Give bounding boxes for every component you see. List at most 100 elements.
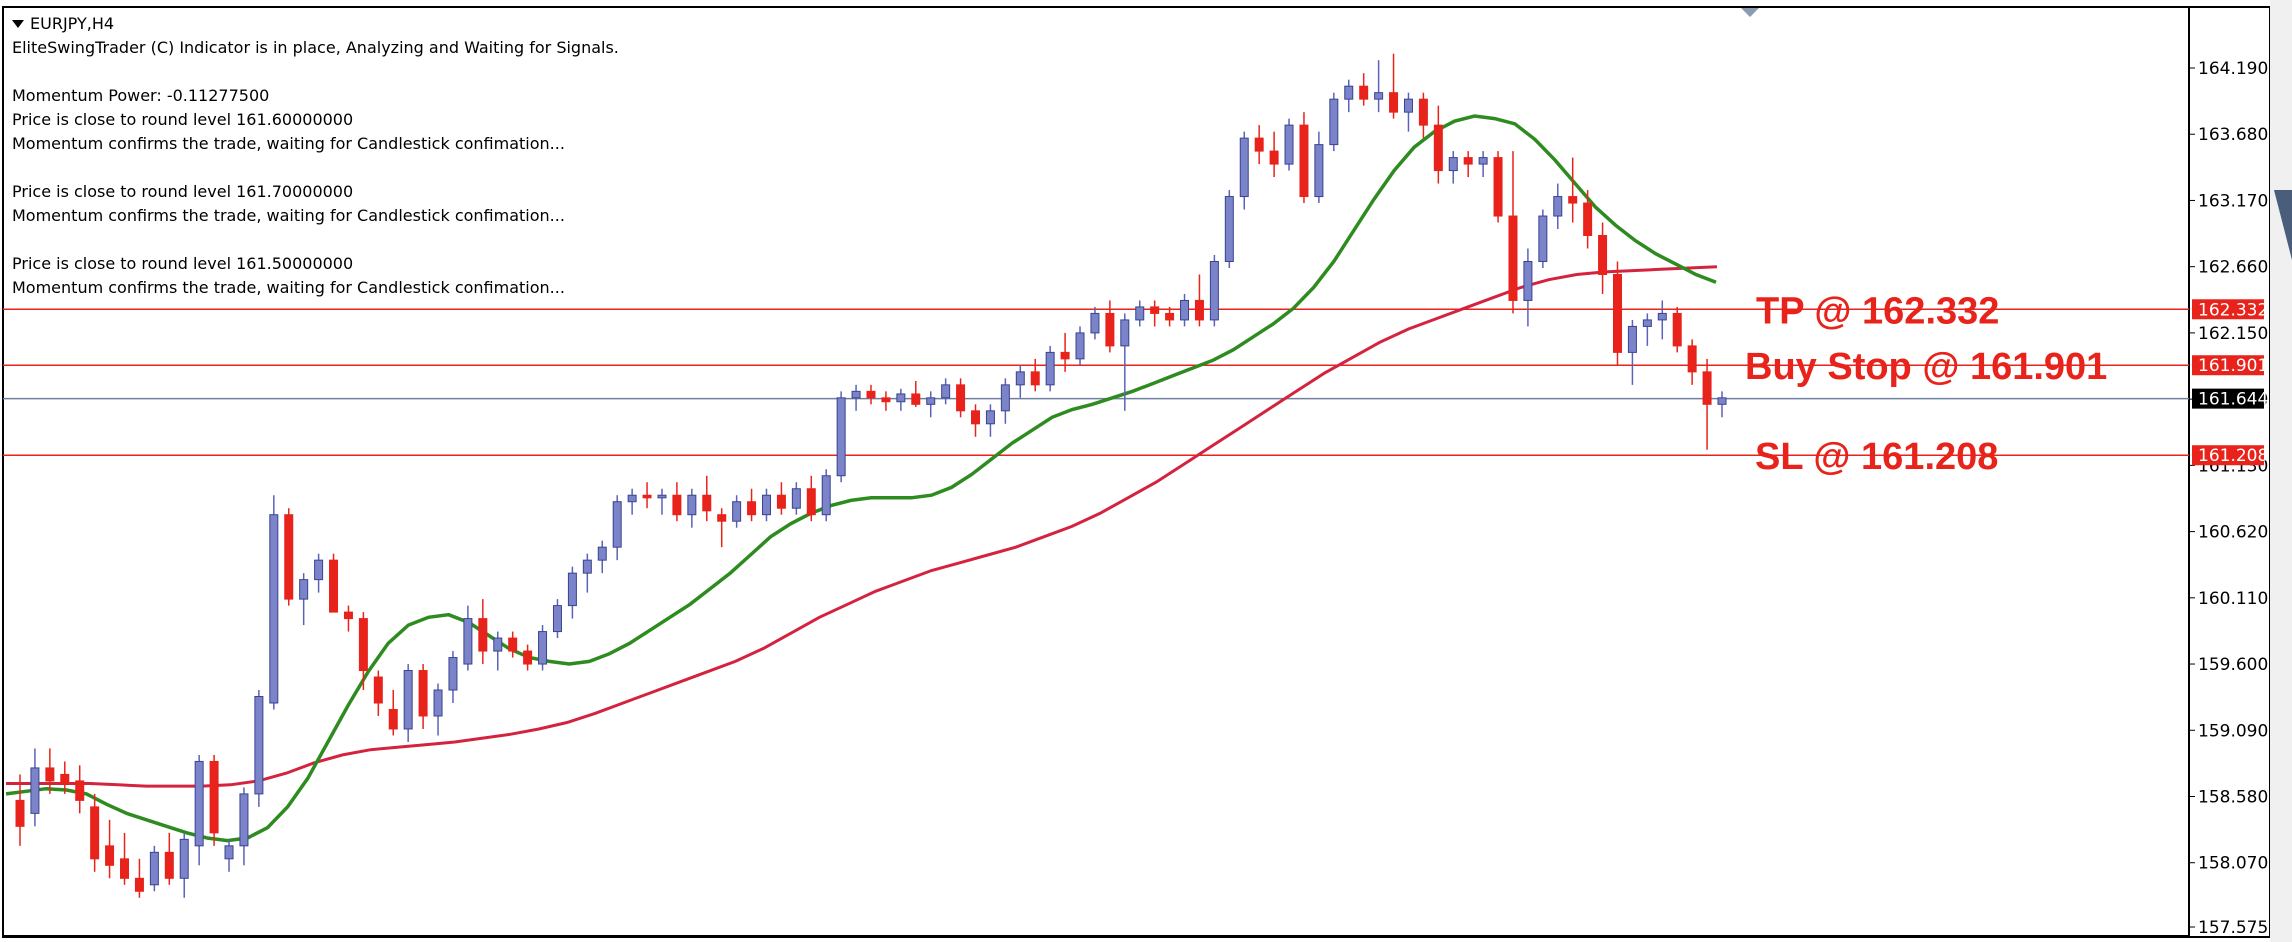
sl-price-tag-label: 161.208 bbox=[2198, 446, 2268, 466]
price-tick-label: 157.575 bbox=[2198, 918, 2268, 938]
price-tick-label: 160.620 bbox=[2198, 523, 2268, 543]
bull-candle bbox=[941, 384, 951, 399]
bull-candle bbox=[1015, 371, 1025, 386]
bull-candle bbox=[627, 494, 637, 503]
bear-candle bbox=[1583, 202, 1593, 237]
bull-candle bbox=[314, 559, 324, 581]
price-tick-label: 162.660 bbox=[2198, 258, 2268, 278]
bull-candle bbox=[1284, 124, 1294, 165]
bear-candle bbox=[209, 760, 219, 834]
bear-candle bbox=[508, 637, 518, 652]
momentum-confirm-text: Momentum confirms the trade, waiting for… bbox=[12, 278, 565, 297]
bull-candle bbox=[1642, 319, 1652, 327]
bear-candle bbox=[1269, 150, 1279, 165]
bull-candle bbox=[538, 631, 548, 665]
bull-candle bbox=[239, 793, 249, 847]
bear-candle bbox=[702, 494, 712, 512]
tp-annotation: TP @ 162.332 bbox=[1756, 290, 1999, 332]
bear-candle bbox=[1687, 345, 1697, 373]
bear-candle bbox=[1418, 98, 1428, 126]
sl-annotation: SL @ 161.208 bbox=[1755, 436, 1998, 478]
indicator-status-text: EliteSwingTrader (C) Indicator is in pla… bbox=[12, 38, 619, 57]
bear-candle bbox=[1493, 157, 1503, 217]
bull-candle bbox=[791, 488, 801, 509]
bull-candle bbox=[657, 494, 667, 499]
price-tick-label: 158.070 bbox=[2198, 854, 2268, 874]
price-axis-labels: 164.190 163.680 163.170 162.660 162.150 161.6… bbox=[2189, 59, 2268, 938]
bull-candle bbox=[1538, 215, 1548, 262]
bull-candle bbox=[582, 559, 592, 574]
bear-candle bbox=[1672, 312, 1682, 347]
bull-candle bbox=[1239, 137, 1249, 198]
buy-stop-price-tag bbox=[2192, 355, 2264, 376]
round-level-text: Price is close to round level 161.700000… bbox=[12, 182, 354, 201]
momentum-confirm-text: Momentum confirms the trade, waiting for… bbox=[12, 134, 565, 153]
price-tick-label: 158.580 bbox=[2198, 787, 2268, 807]
sl-price-tag bbox=[2192, 445, 2264, 466]
price-tick-label: 159.090 bbox=[2198, 721, 2268, 741]
bear-candle bbox=[1105, 312, 1115, 347]
indicator-info-panel: EURJPY,H4 EliteSwingTrader (C) Indicator… bbox=[12, 12, 619, 300]
shift-marker-icon[interactable] bbox=[1741, 8, 1759, 17]
bear-candle bbox=[1702, 371, 1712, 405]
price-tick-label: 163.170 bbox=[2198, 191, 2268, 211]
bear-candle bbox=[911, 393, 921, 405]
bull-candle bbox=[896, 393, 906, 403]
buy-stop-price-tag-label: 161.901 bbox=[2198, 356, 2268, 376]
collapse-triangle-icon[interactable] bbox=[12, 20, 24, 28]
bull-candle bbox=[761, 494, 771, 516]
bull-candle bbox=[821, 475, 831, 516]
scroll-marker-icon[interactable] bbox=[2274, 190, 2292, 260]
bear-candle bbox=[1254, 137, 1264, 152]
bear-candle bbox=[45, 767, 55, 782]
bull-candle bbox=[149, 851, 159, 886]
price-tick-label: 162.150 bbox=[2198, 324, 2268, 344]
bull-candle bbox=[851, 390, 861, 399]
bear-candle bbox=[717, 514, 727, 522]
bull-candle bbox=[1374, 92, 1384, 100]
right-scrollbar-strip[interactable] bbox=[2270, 0, 2292, 942]
bear-candle bbox=[358, 618, 368, 672]
bear-candle bbox=[373, 676, 383, 704]
bull-candle bbox=[1329, 98, 1339, 146]
bull-candle bbox=[1000, 384, 1010, 412]
bear-candle bbox=[284, 514, 294, 600]
bear-candle bbox=[75, 780, 85, 801]
tp-price-tag bbox=[2192, 299, 2264, 320]
bull-candle bbox=[224, 845, 234, 860]
round-level-text: Price is close to round level 161.500000… bbox=[12, 254, 354, 273]
bear-candle bbox=[1612, 273, 1622, 353]
bull-candle bbox=[493, 637, 503, 652]
level-annotations: TP @ 162.332 Buy Stop @ 161.901 SL @ 161.2… bbox=[1745, 290, 2107, 478]
bull-candle bbox=[985, 410, 995, 425]
bear-candle bbox=[1030, 371, 1040, 386]
bear-candle bbox=[1359, 85, 1369, 100]
symbol-header[interactable]: EURJPY,H4 bbox=[12, 12, 619, 36]
bear-candle bbox=[120, 858, 130, 879]
bull-candle bbox=[612, 501, 622, 548]
bull-candle bbox=[463, 618, 473, 665]
candles-layer bbox=[15, 53, 1727, 898]
bear-candle bbox=[478, 618, 488, 652]
bull-candle bbox=[1120, 319, 1130, 347]
bear-candle bbox=[956, 384, 966, 412]
levels-layer bbox=[3, 308, 2189, 456]
bear-candle bbox=[329, 559, 339, 613]
bull-candle bbox=[254, 696, 264, 795]
current-price-tag-label: 161.644 bbox=[2198, 390, 2268, 410]
bull-candle bbox=[1075, 332, 1085, 360]
bull-candle bbox=[403, 670, 413, 730]
symbol-title: EURJPY,H4 bbox=[30, 14, 115, 33]
momentum-confirm-text: Momentum confirms the trade, waiting for… bbox=[12, 206, 565, 225]
plot-frame bbox=[2, 6, 2190, 938]
bull-candle bbox=[1314, 144, 1324, 198]
round-level-text: Price is close to round level 161.600000… bbox=[12, 110, 354, 129]
bear-candle bbox=[866, 390, 876, 399]
bear-candle bbox=[418, 670, 428, 717]
bull-candle bbox=[567, 572, 577, 607]
bull-candle bbox=[1448, 157, 1458, 172]
bull-candle bbox=[299, 579, 309, 600]
bear-candle bbox=[642, 494, 652, 499]
